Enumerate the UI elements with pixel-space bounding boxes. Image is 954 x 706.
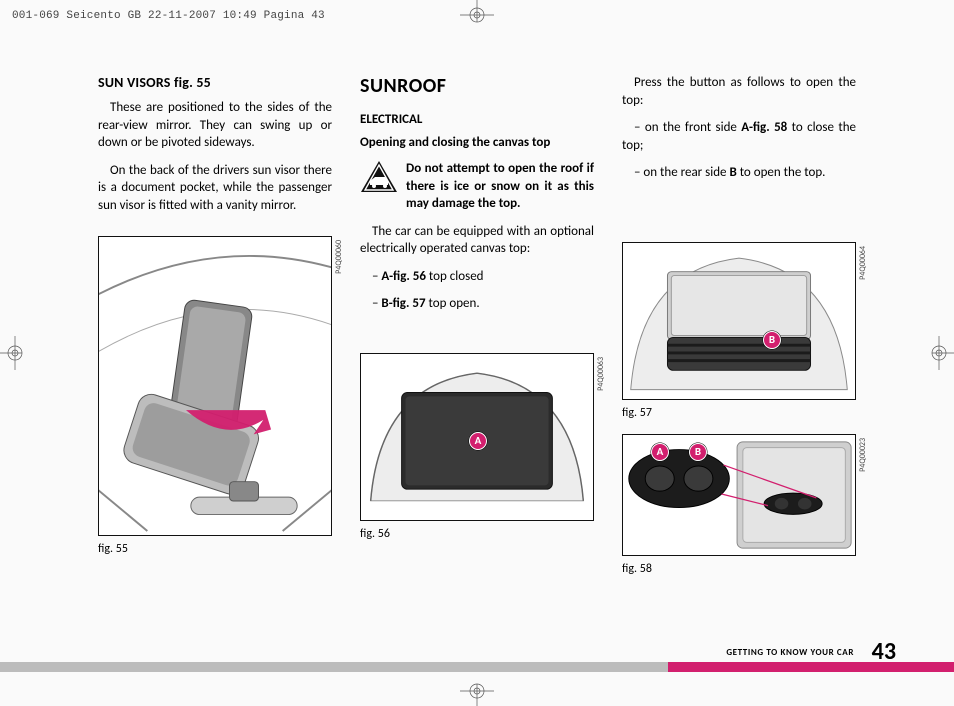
badge-b2-icon: B <box>689 443 707 461</box>
bullet-b-label: B-fig. 57 <box>381 296 425 311</box>
figure-56-frame: A <box>360 353 594 521</box>
press-button-para: Press the button as follows to open the … <box>622 74 856 109</box>
figure-57-caption: fig. 57 <box>622 406 856 420</box>
bullet-rear-b: – on the rear side B to open the top. <box>622 164 856 182</box>
bullet-a-fig56: – A-fig. 56 top closed <box>360 268 594 286</box>
bullet-a-text: top closed <box>426 269 484 284</box>
figure-57-code: P4Q00064 <box>858 246 868 280</box>
footer-color-band <box>0 662 954 672</box>
figure-56: A P4Q00063 fig. 56 <box>360 353 594 541</box>
figure-57-frame: B <box>622 242 856 400</box>
bullet-b-fig57: – B-fig. 57 top open. <box>360 295 594 313</box>
figure-58-caption: fig. 58 <box>622 562 856 576</box>
sun-visors-para-1: These are positioned to the sides of the… <box>98 99 332 152</box>
warning-text: Do not attempt to open the roof if there… <box>406 160 594 213</box>
column-2: SUNROOF ELECTRICAL Opening and closing t… <box>360 74 594 648</box>
figure-55-frame <box>98 236 332 536</box>
content-area: SUN VISORS fig. 55 These are positioned … <box>98 74 856 648</box>
bullet-b-text: top open. <box>426 296 480 311</box>
figure-57: B P4Q00064 fig. 57 <box>622 242 856 420</box>
sunroof-heading: SUNROOF <box>360 74 594 98</box>
warning-block: Do not attempt to open the roof if there… <box>360 160 594 213</box>
bullet-rear-text: to open the top. <box>737 165 826 180</box>
electrical-heading: ELECTRICAL <box>360 112 594 127</box>
open-close-heading: Opening and closing the canvas top <box>360 135 594 150</box>
figure-55-caption: fig. 55 <box>98 542 332 556</box>
badge-a-icon: A <box>469 432 487 450</box>
print-header-strip: 001-069 Seicento GB 22-11-2007 10:49 Pag… <box>12 10 325 22</box>
column-1: SUN VISORS fig. 55 These are positioned … <box>98 74 332 648</box>
bullet-rear-label: B <box>729 165 736 180</box>
bullet-a-label: A-fig. 56 <box>381 269 426 284</box>
footer-section-label: GETTING TO KNOW YOUR CAR <box>726 647 854 658</box>
sun-visors-para-2: On the back of the drivers sun visor the… <box>98 162 332 215</box>
bullet-front-label: A-fig. 58 <box>741 120 787 135</box>
sun-visor-illustration <box>99 237 331 535</box>
badge-a2-icon: A <box>651 443 669 461</box>
bullet-front-pre: – on the front side <box>634 120 741 135</box>
figure-55: P4Q00060 fig. 55 <box>98 236 332 556</box>
manual-page: 001-069 Seicento GB 22-11-2007 10:49 Pag… <box>0 0 954 706</box>
canvas-top-intro: The car can be equipped with an optional… <box>360 223 594 258</box>
figure-58: A B P4Q00023 fig. 58 <box>622 434 856 576</box>
bullet-rear-pre: – on the rear side <box>634 165 729 180</box>
roof-open-illustration <box>623 243 855 399</box>
sun-visors-heading: SUN VISORS fig. 55 <box>98 74 332 91</box>
figure-56-caption: fig. 56 <box>360 527 594 541</box>
figure-55-code: P4Q00060 <box>334 240 344 274</box>
figure-58-frame: A B <box>622 434 856 556</box>
warning-triangle-icon <box>360 160 398 194</box>
bullet-front-a: – on the front side A-fig. 58 to close t… <box>622 119 856 154</box>
figure-58-code: P4Q00023 <box>858 438 868 472</box>
badge-b-icon: B <box>763 331 781 349</box>
figure-56-code: P4Q00063 <box>596 357 606 391</box>
column-3: Press the button as follows to open the … <box>622 74 856 648</box>
